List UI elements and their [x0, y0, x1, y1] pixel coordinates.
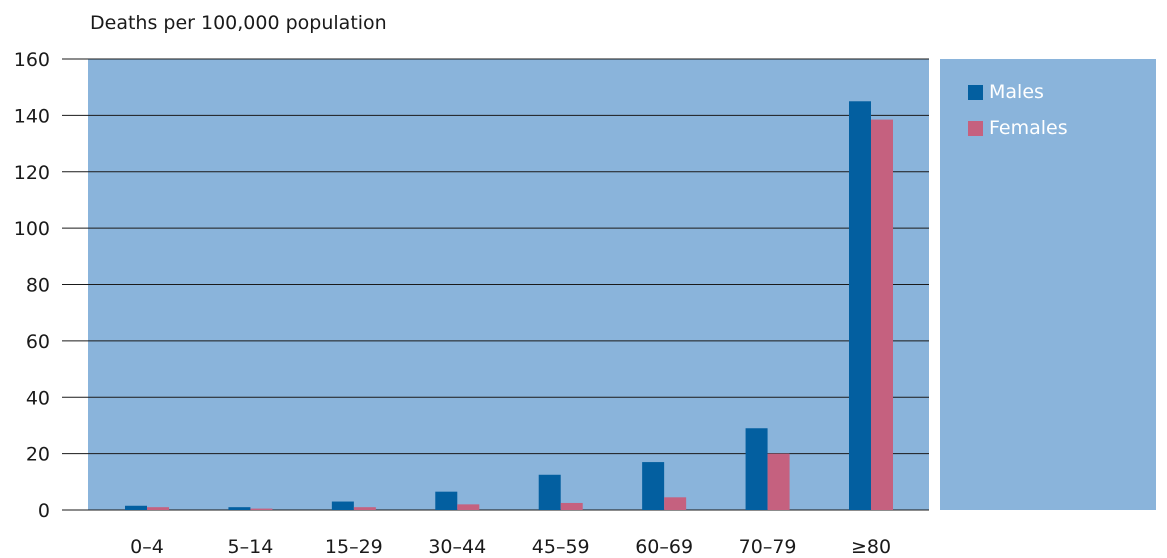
bar-females-5 — [664, 497, 687, 510]
x-tick-label: ≥80 — [851, 536, 891, 558]
bar-males-3 — [435, 491, 458, 510]
x-tick-label: 5–14 — [228, 536, 274, 558]
y-tick-label: 40 — [26, 387, 50, 409]
bar-females-0 — [147, 507, 169, 510]
bar-males-1 — [228, 507, 251, 510]
bar-males-0 — [125, 505, 147, 510]
x-tick-label: 70–79 — [739, 536, 797, 558]
legend-item-females: Females — [968, 117, 1068, 139]
y-tick-label: 100 — [14, 218, 50, 240]
legend-label-males: Males — [989, 81, 1044, 103]
y-tick-label: 160 — [14, 49, 50, 71]
x-tick-label: 60–69 — [635, 536, 693, 558]
bar-females-4 — [560, 502, 583, 510]
legend-swatch-males — [968, 84, 983, 100]
legend-item-males: Males — [968, 81, 1044, 103]
legend-swatch-females — [968, 120, 983, 136]
bar-males-7 — [849, 101, 871, 510]
bar-females-3 — [457, 504, 480, 510]
bar-females-6 — [767, 453, 790, 510]
x-tick-label: 0–4 — [130, 536, 164, 558]
bar-males-4 — [538, 474, 561, 510]
bar-females-1 — [250, 508, 273, 510]
bar-females-7 — [871, 119, 893, 511]
legend: Males Females — [940, 59, 1156, 510]
y-tick-label: 0 — [38, 500, 50, 522]
y-tick-label: 80 — [26, 275, 50, 297]
x-tick-label: 30–44 — [428, 536, 486, 558]
y-tick-label: 20 — [26, 444, 50, 466]
legend-label-females: Females — [989, 117, 1068, 139]
y-tick-label: 140 — [14, 105, 50, 127]
y-axis-label: Deaths per 100,000 population — [90, 12, 387, 34]
bar-males-6 — [745, 428, 768, 510]
x-tick-label: 45–59 — [532, 536, 590, 558]
y-tick-label: 60 — [26, 331, 50, 353]
bar-males-2 — [331, 501, 354, 510]
bar-males-5 — [642, 462, 665, 510]
y-tick-label: 120 — [14, 162, 50, 184]
x-tick-label: 15–29 — [325, 536, 383, 558]
bar-females-2 — [353, 507, 376, 510]
